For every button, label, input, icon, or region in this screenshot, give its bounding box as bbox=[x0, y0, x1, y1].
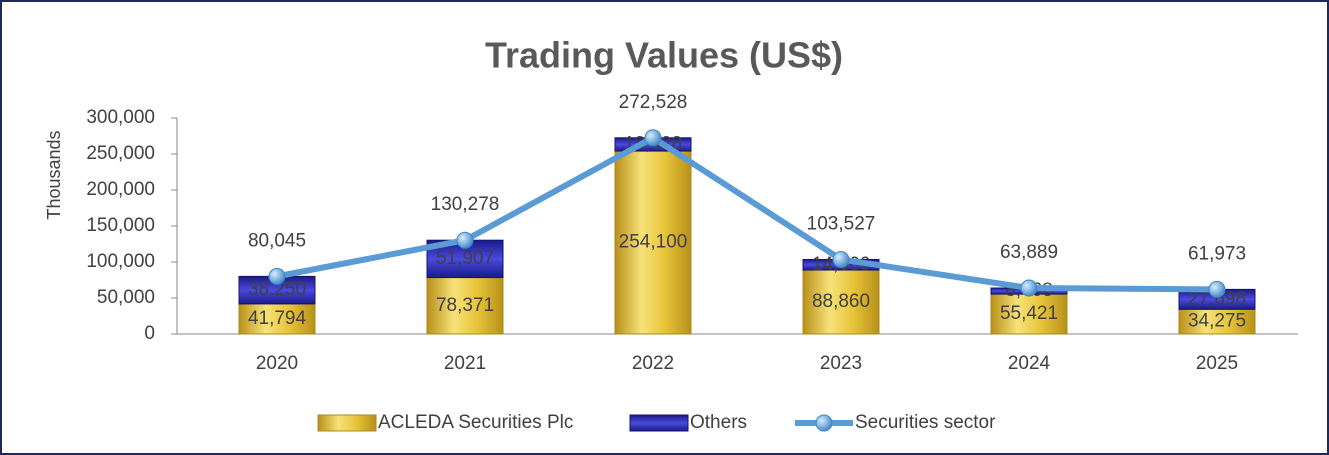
x-tick-label: 2023 bbox=[820, 353, 862, 374]
y-tick-label: 300,000 bbox=[86, 107, 155, 128]
x-tick-label: 2024 bbox=[1008, 353, 1051, 374]
bar-segment bbox=[426, 277, 504, 335]
line-marker bbox=[1020, 279, 1038, 297]
line-marker bbox=[832, 250, 850, 268]
legend-label: Others bbox=[690, 412, 747, 433]
y-tick-label: 0 bbox=[144, 323, 155, 344]
legend-label: ACLEDA Securities Plc bbox=[378, 412, 573, 433]
x-tick-label: 2020 bbox=[256, 353, 298, 374]
line-series bbox=[276, 134, 1218, 293]
legend-swatch bbox=[317, 414, 377, 432]
data-label: 130,278 bbox=[431, 194, 500, 215]
line-marker bbox=[644, 129, 662, 147]
bar-segment bbox=[614, 150, 692, 335]
data-label: 34,275 bbox=[1188, 311, 1246, 332]
y-tick-label: 250,000 bbox=[86, 143, 155, 164]
data-label: 55,421 bbox=[1000, 303, 1058, 324]
data-label: 80,045 bbox=[248, 230, 306, 251]
data-label: 41,794 bbox=[248, 308, 307, 329]
line-marker bbox=[268, 267, 286, 285]
x-tick-label: 2022 bbox=[632, 353, 674, 374]
line-marker bbox=[1208, 280, 1226, 298]
data-label: 78,371 bbox=[436, 295, 494, 316]
chart-title: Trading Values (US$) bbox=[485, 35, 843, 76]
x-tick-label: 2021 bbox=[444, 353, 486, 374]
bar-segment bbox=[802, 269, 880, 335]
x-tick-label: 2025 bbox=[1196, 353, 1238, 374]
y-axis-label: Thousands bbox=[44, 130, 64, 219]
bar-segment bbox=[1178, 308, 1256, 335]
data-label: 103,527 bbox=[807, 213, 876, 234]
y-tick-label: 200,000 bbox=[86, 179, 155, 200]
line-marker bbox=[456, 231, 474, 249]
data-label: 88,860 bbox=[812, 291, 870, 312]
data-label: 38,250 bbox=[248, 279, 306, 300]
data-label: 254,100 bbox=[619, 232, 688, 253]
legend-label: Securities sector bbox=[855, 412, 996, 433]
data-label: 51,907 bbox=[436, 248, 494, 269]
data-label: 27,698 bbox=[1188, 288, 1246, 309]
legend-swatch bbox=[629, 414, 689, 432]
data-label: 63,889 bbox=[1000, 242, 1058, 263]
bar-segment bbox=[238, 303, 316, 335]
bar-segment bbox=[990, 293, 1068, 335]
y-tick-label: 100,000 bbox=[86, 251, 155, 272]
data-label: 61,973 bbox=[1188, 243, 1246, 264]
legend-swatch-marker bbox=[815, 414, 833, 432]
y-tick-label: 50,000 bbox=[97, 287, 155, 308]
y-tick-label: 150,000 bbox=[86, 215, 155, 236]
data-label: 272,528 bbox=[619, 92, 688, 113]
